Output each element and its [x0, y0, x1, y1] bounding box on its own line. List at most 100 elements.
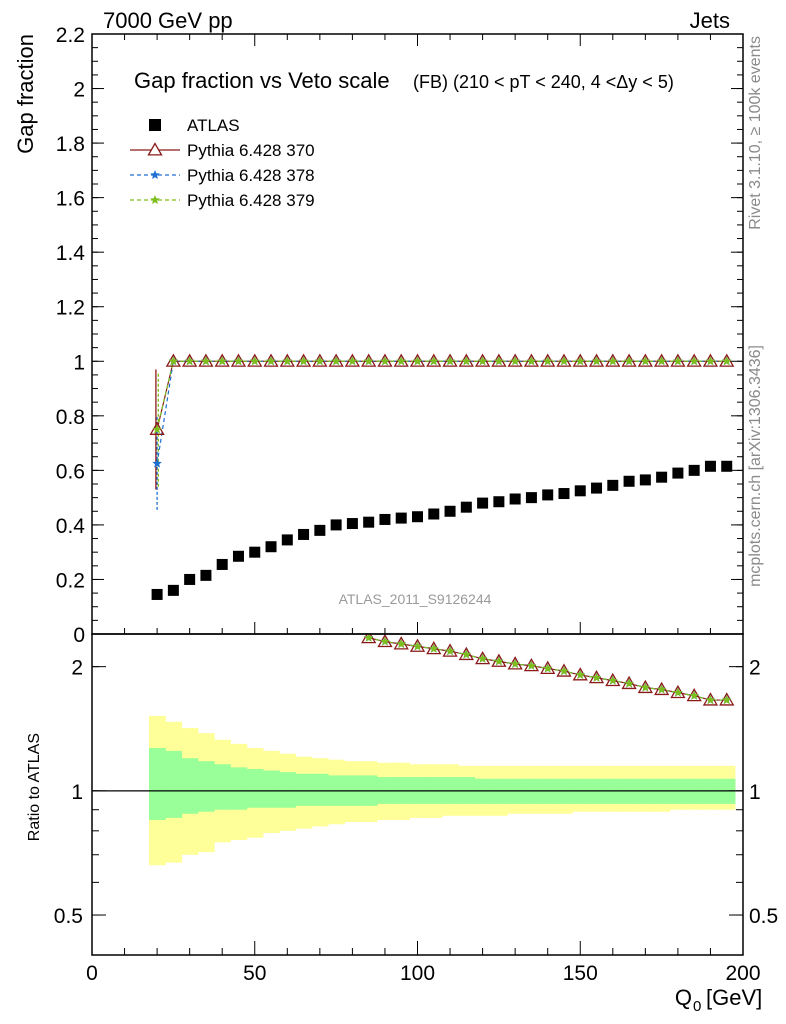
rivet-version-label: Rivet 3.1.10, ≥ 100k events — [747, 36, 764, 230]
ratio-stat-uncertainty-band — [148, 748, 166, 820]
mc-star-marker — [624, 356, 634, 366]
atlas-data-point — [346, 518, 358, 530]
mc-star-marker — [656, 356, 667, 366]
atlas-data-point — [298, 528, 310, 540]
main-y-tick-label: 0.8 — [56, 406, 85, 429]
mc-star-marker — [331, 356, 341, 366]
ratio-y-axis-label: Ratio to ATLAS — [26, 733, 43, 841]
atlas-data-point — [688, 464, 700, 476]
atlas-data-point — [281, 534, 293, 546]
mc-star-marker — [168, 356, 179, 366]
ratio-star-marker — [624, 678, 634, 688]
ratio-star-marker — [608, 675, 618, 685]
mc-star-marker — [152, 424, 162, 434]
ratio-star-marker — [445, 646, 455, 656]
ratio-y-tick-label-right: 1 — [749, 781, 761, 804]
ratio-y-tick-label-left: 0.5 — [54, 905, 83, 928]
x-tick-label: 100 — [400, 962, 435, 985]
main-title: Gap fraction vs Veto scale — [134, 68, 390, 93]
mc-star-marker — [591, 356, 602, 366]
mc-star-marker — [640, 356, 651, 366]
mc-star-marker — [250, 356, 260, 366]
ratio-y-tick-label-left: 2 — [71, 657, 83, 680]
mc-star-marker — [233, 356, 244, 366]
main-y-tick-label: 1.8 — [56, 133, 85, 156]
atlas-data-point — [477, 497, 489, 509]
main-subtitle: (FB) (210 < pT < 240, 4 <Δy < 5) — [413, 72, 674, 92]
atlas-data-point — [232, 550, 244, 562]
atlas-data-point — [623, 475, 635, 487]
mc-star-marker — [477, 356, 488, 366]
mc-star-marker — [705, 356, 716, 366]
atlas-data-point — [525, 492, 537, 504]
atlas-data-point — [151, 588, 163, 600]
x-tick-label: 0 — [86, 962, 98, 985]
main-y-tick-label: 2 — [73, 79, 85, 102]
atlas-data-point — [672, 467, 684, 479]
atlas-data-point — [574, 485, 586, 497]
main-y-tick-label: 0.4 — [56, 515, 86, 538]
mc-star-marker — [494, 356, 504, 366]
ratio-star-marker — [705, 695, 716, 705]
atlas-data-point — [249, 546, 261, 558]
legend-marker-star — [150, 195, 160, 204]
ratio-star-marker — [591, 672, 602, 682]
ratio-star-marker — [461, 649, 472, 659]
ratio-y-tick-label-left: 1 — [71, 781, 83, 804]
ratio-stat-uncertainty-band — [279, 772, 297, 808]
mc-star-marker — [722, 356, 732, 366]
ratio-star-marker — [396, 639, 406, 648]
atlas-data-point — [656, 471, 668, 483]
x-tick-label: 50 — [243, 962, 266, 985]
ratio-stat-uncertainty-band — [262, 770, 280, 808]
ratio-star-marker — [380, 636, 390, 646]
ratio-stat-uncertainty-band — [311, 773, 329, 806]
ratio-star-marker — [510, 659, 520, 668]
mc-star-marker — [559, 356, 569, 366]
atlas-data-point — [184, 573, 196, 585]
main-y-axis-label: Gap fraction — [13, 34, 38, 154]
ratio-star-marker — [673, 687, 683, 697]
atlas-data-point — [412, 511, 423, 523]
mc-star-marker — [445, 356, 455, 366]
ratio-star-marker — [477, 653, 488, 663]
legend-marker-atlas — [149, 119, 161, 131]
mc-star-marker — [396, 356, 406, 366]
ratio-star-marker — [363, 634, 374, 642]
legend-label: Pythia 6.428 379 — [187, 191, 315, 210]
ratio-star-marker — [526, 660, 537, 670]
main-y-tick-label: 0 — [73, 624, 85, 647]
ratio-star-marker — [689, 690, 699, 700]
atlas-data-point — [216, 558, 228, 570]
mc-star-marker — [152, 458, 162, 468]
main-y-tick-label: 0.2 — [56, 569, 85, 592]
ratio-star-marker — [494, 656, 504, 666]
mc-star-marker — [315, 356, 325, 366]
atlas-data-point — [363, 516, 375, 528]
ratio-stat-uncertainty-band — [197, 761, 215, 812]
atlas-data-point — [607, 479, 619, 491]
atlas-data-point — [314, 524, 326, 536]
mc-star-marker — [380, 356, 390, 366]
mc-series-line — [156, 360, 727, 430]
ratio-y-tick-label-right: 2 — [749, 657, 761, 680]
ratio-star-marker — [722, 695, 732, 705]
atlas-data-point — [591, 482, 603, 494]
atlas-data-point — [428, 508, 440, 520]
atlas-data-point — [167, 584, 179, 596]
watermark: ATLAS_2011_S9126244 — [339, 591, 492, 607]
atlas-data-point — [444, 505, 456, 517]
header-right-label: Jets — [690, 8, 730, 33]
ratio-stat-uncertainty-band — [165, 750, 183, 818]
ratio-panel: 0.5 0.5 1 1 2 2 0 50 100 150 200 — [54, 633, 778, 985]
ratio-stat-uncertainty-band — [246, 768, 264, 808]
svg-text:[GeV]: [GeV] — [706, 985, 762, 1010]
main-data-area — [149, 353, 735, 600]
mc-star-marker — [347, 356, 358, 366]
legend-label: Pythia 6.428 370 — [187, 141, 315, 160]
ratio-stat-uncertainty-band — [181, 758, 199, 814]
mc-star-marker — [673, 356, 683, 366]
main-y-tick-label: 0.6 — [56, 460, 85, 483]
mc-star-marker — [363, 356, 374, 366]
mc-star-marker — [298, 356, 309, 366]
